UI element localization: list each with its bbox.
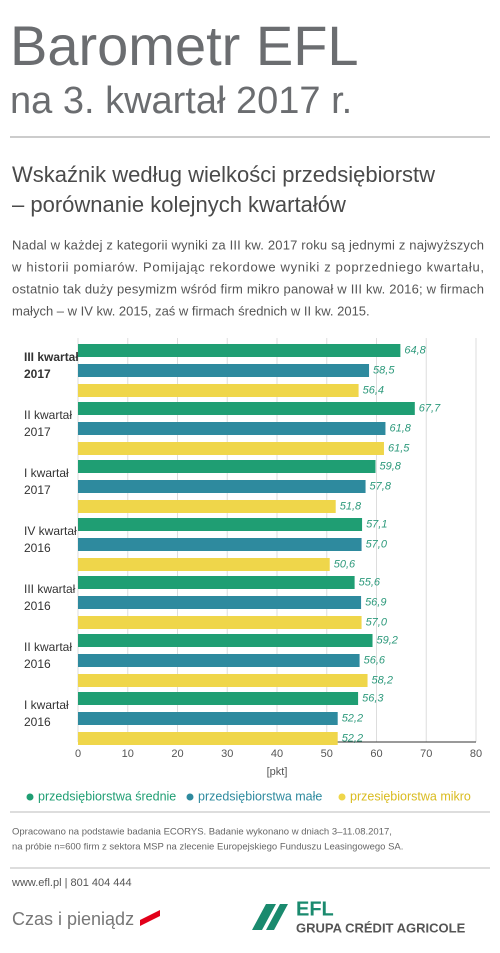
logo-mark [252,904,288,930]
legend-label: przedsiębiorstwa małe [198,789,322,803]
x-tick-label: 60 [370,748,382,760]
intro: Nadal w każdej z kategorii wyniki za III… [11,237,484,318]
bar [78,364,370,377]
bar [78,654,360,667]
legend-marker [338,793,346,801]
footnote: na próbie n=600 firm z sektora MSP na zl… [12,842,403,853]
x-tick-label: 40 [271,748,283,760]
category-label: II kwartał [24,640,72,654]
bar [78,712,338,725]
legend-label: przedsiębiorstwa średnie [38,789,176,803]
value-label: 67,7 [419,402,441,414]
brand-group: GRUPA CRÉDIT AGRICOLE [296,920,466,935]
section-title: – porównanie kolejnych kwartałów [12,192,346,217]
category-label: 2016 [24,657,51,671]
category-label: I kwartał [24,698,69,712]
value-label: 52,2 [342,732,363,744]
value-label: 57,0 [366,616,388,628]
value-label: 57,1 [366,518,387,530]
bar [78,500,336,513]
x-tick-label: 10 [122,748,134,760]
x-tick-label: 30 [221,748,233,760]
value-label: 64,8 [404,344,426,356]
value-label: 61,8 [389,422,411,434]
bar [78,596,362,609]
bar [78,634,373,647]
value-label: 56,6 [364,654,386,666]
category-label: 2017 [24,483,51,497]
category-label: I kwartał [24,466,69,480]
bar [78,692,359,705]
legend-marker [186,793,194,801]
footnote: Opracowano na podstawie badania ECORYS. … [12,827,392,838]
bar [78,538,362,551]
x-axis-label: [pkt] [267,766,288,778]
bar [78,384,359,397]
x-tick-label: 20 [171,748,183,760]
value-label: 56,9 [365,596,386,608]
title: Barometr EFL [10,14,359,77]
category-label: 2017 [24,425,51,439]
section-title: Wskaźnik według wielkości przedsiębiorst… [12,162,435,187]
value-label: 51,8 [340,500,362,512]
category-label: 2017 [24,367,51,381]
bar [78,344,401,357]
brand: EFL [296,898,334,920]
value-label: 59,8 [380,460,402,472]
value-label: 59,2 [377,634,398,646]
category-label: II kwartał [24,408,72,422]
value-label: 56,4 [363,384,384,396]
legend-marker [26,793,34,801]
slogan-accent [140,910,160,926]
intro-line: Nadal w każdej z kategorii wyniki za III… [12,237,484,252]
bar [78,674,368,687]
value-label: 58,2 [372,674,393,686]
bar [78,422,386,435]
contact: www.efl.pl | 801 404 444 [11,877,132,889]
value-label: 57,0 [366,538,388,550]
chart: 0 10 20 30 40 50 60 70 80 [pkt] III kwartał 2017 64,… [24,338,482,803]
bar [78,518,363,531]
bar [78,460,376,473]
bar [78,616,362,629]
category-label: 2016 [24,541,51,555]
value-label: 57,8 [370,480,392,492]
subtitle: na 3. kwartał 2017 r. [10,80,352,122]
intro-line: w historii pomiarów. Pomijając rekordowe… [11,259,484,274]
value-label: 61,5 [388,442,410,454]
x-tick-label: 50 [321,748,333,760]
value-label: 50,6 [334,558,356,570]
value-label: 55,6 [359,576,381,588]
x-tick-label: 0 [75,748,81,760]
category-label: IV kwartał [24,524,77,538]
slogan: Czas i pieniądz [12,909,134,929]
category-label: III kwartał [24,350,79,364]
category-label: III kwartał [24,582,76,596]
category-label: 2016 [24,715,51,729]
bar [78,442,384,455]
x-tick-label: 80 [470,748,482,760]
bar [78,558,330,571]
value-label: 58,5 [373,364,395,376]
bar [78,480,366,493]
category-label: 2016 [24,599,51,613]
value-label: 56,3 [362,692,384,704]
bar [78,732,338,745]
bar [78,402,415,415]
legend-label: przesiębiorstwa mikro [350,789,471,803]
intro-line: ostatnio tak duży pesymizm wśród firm mi… [12,281,484,296]
value-label: 52,2 [342,712,363,724]
intro-line: małych – w IV kw. 2015, zaś w firmach śr… [12,303,370,318]
x-tick-label: 70 [420,748,432,760]
bar [78,576,355,589]
